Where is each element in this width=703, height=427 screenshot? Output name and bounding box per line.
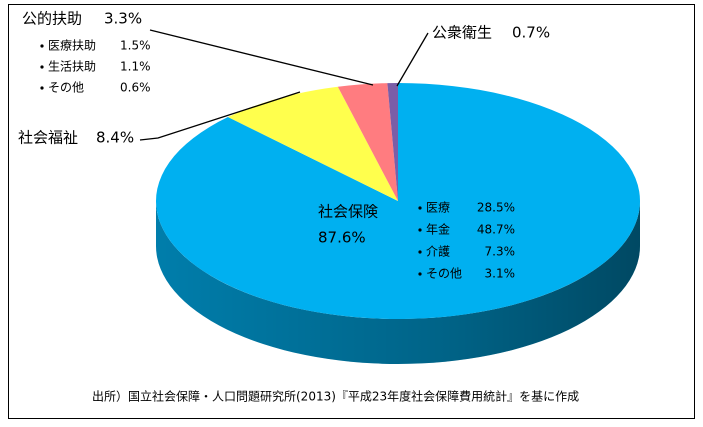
value-label: 0.7% [512,24,550,42]
bullet [418,250,422,254]
leader-lines [139,29,429,141]
leader-line [396,32,429,87]
category-label: 公的扶助 [22,10,82,28]
detail-name: その他 [426,267,462,281]
detail-value: 7.3% [485,245,516,259]
detail-name: 医療 [426,201,450,215]
detail-value: 0.6% [120,81,151,95]
category-label: 社会保険 [318,203,378,221]
leader-line [149,29,374,86]
slice-side-shade [156,201,640,364]
detail-value: 48.7% [477,223,515,237]
detail-value: 1.1% [120,60,151,74]
bullet [418,228,422,232]
value-label: 3.3% [104,10,142,28]
detail-name: 医療扶助 [48,38,96,53]
value-label: 8.4% [96,129,134,147]
detail-name: 生活扶助 [48,59,96,74]
bullet [40,65,44,69]
slice [156,83,641,319]
detail-value: 1.5% [120,39,151,53]
leader-line [139,91,301,141]
slice [387,82,398,201]
slice [337,83,398,201]
source-note: 出所）国立社会保障・人口問題研究所(2013)『平成23年度社会保障費用統計』を… [92,389,579,404]
labels: 社会保険 87.6% 医療 28.5% 年金 48.7% 介護 7.3% その他 3.1% 社会福祉… [18,10,550,281]
category-label: 社会福祉 [18,129,78,147]
detail-value: 28.5% [477,201,515,215]
pie [156,82,641,364]
bullet [40,44,44,48]
bullet [418,206,422,210]
detail-name: 介護 [426,244,450,259]
category-label: 公衆衛生 [432,24,492,42]
bullet [40,86,44,90]
detail-value: 3.1% [485,267,516,281]
bullet [418,272,422,276]
slice [227,86,398,201]
detail-name: その他 [48,81,84,95]
detail-name: 年金 [426,222,450,237]
value-label: 87.6% [318,229,366,247]
